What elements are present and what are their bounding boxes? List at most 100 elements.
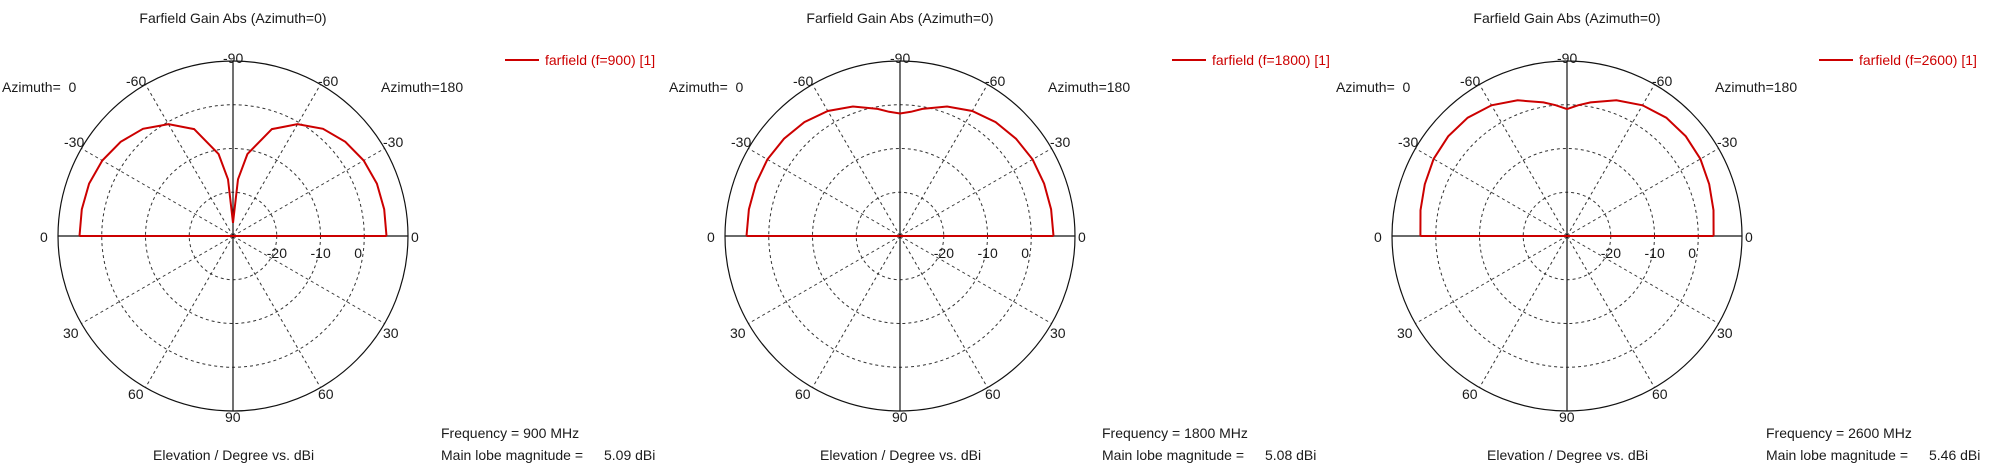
angle-tick-label: 30 bbox=[1397, 325, 1413, 341]
radial-tick-label: 0 bbox=[1021, 245, 1030, 261]
angle-tick-label: 90 bbox=[1559, 409, 1575, 425]
grid-spoke bbox=[899, 84, 988, 237]
azimuth-left-label: Azimuth= 0 bbox=[2, 79, 77, 95]
grid-spoke bbox=[145, 235, 234, 388]
axis-xlabel: Elevation / Degree vs. dBi bbox=[153, 447, 315, 463]
grid-spoke bbox=[1415, 235, 1568, 324]
azimuth-left-label: Azimuth= 0 bbox=[669, 79, 744, 95]
main-lobe-label: Main lobe magnitude = bbox=[1102, 447, 1245, 463]
grid-spoke bbox=[899, 235, 1052, 324]
angle-tick-label: 0 bbox=[40, 229, 48, 245]
grid-spoke bbox=[1566, 84, 1655, 237]
legend-label: farfield (f=2600) [1] bbox=[1859, 52, 1977, 68]
angle-tick-label: 30 bbox=[63, 325, 79, 341]
legend-entry: farfield (f=900) [1] bbox=[505, 52, 655, 68]
polar-chart-2: Farfield Gain Abs (Azimuth=0) Azimuth= 0 A… bbox=[667, 0, 1334, 472]
grid-spoke bbox=[1415, 148, 1568, 237]
radial-tick-label: -10 bbox=[310, 245, 331, 261]
angle-tick-label: -60 bbox=[1652, 73, 1673, 89]
polar-plot-area bbox=[1391, 60, 1743, 412]
grid-spoke bbox=[1479, 235, 1568, 388]
main-lobe-value: 5.09 dBi bbox=[604, 447, 656, 463]
grid-spoke bbox=[899, 235, 988, 388]
grid-spoke bbox=[899, 148, 1052, 237]
radial-tick-label: 0 bbox=[1688, 245, 1697, 261]
azimuth-right-label: Azimuth=180 bbox=[1048, 79, 1131, 95]
radial-tick-label: -20 bbox=[933, 245, 954, 261]
grid-spoke bbox=[1566, 235, 1719, 324]
angle-tick-label: 0 bbox=[1078, 229, 1086, 245]
angle-tick-label: 90 bbox=[892, 409, 908, 425]
angle-tick-label: -90 bbox=[1557, 50, 1578, 66]
angle-tick-label: 60 bbox=[985, 386, 1001, 402]
azimuth-left-label: Azimuth= 0 bbox=[1336, 79, 1411, 95]
radial-tick-label: -10 bbox=[977, 245, 998, 261]
angle-tick-label: 30 bbox=[730, 325, 746, 341]
radial-tick-label: -10 bbox=[1644, 245, 1665, 261]
legend-label: farfield (f=900) [1] bbox=[545, 52, 656, 68]
chart-title: Farfield Gain Abs (Azimuth=0) bbox=[139, 10, 327, 26]
angle-tick-label: 60 bbox=[128, 386, 144, 402]
legend-label: farfield (f=1800) [1] bbox=[1212, 52, 1330, 68]
frequency-label: Frequency = 900 MHz bbox=[441, 425, 580, 441]
legend-entry: farfield (f=1800) [1] bbox=[1172, 52, 1330, 68]
angle-tick-label: 60 bbox=[795, 386, 811, 402]
angle-tick-label: 60 bbox=[318, 386, 334, 402]
chart-title: Farfield Gain Abs (Azimuth=0) bbox=[1473, 10, 1661, 26]
legend-entry: farfield (f=2600) [1] bbox=[1819, 52, 1977, 68]
radial-tick-label: -20 bbox=[266, 245, 287, 261]
frequency-label: Frequency = 2600 MHz bbox=[1766, 425, 1912, 441]
angle-tick-label: -30 bbox=[1717, 134, 1738, 150]
angle-tick-label: 30 bbox=[383, 325, 399, 341]
series-line bbox=[78, 123, 388, 237]
legend-swatch bbox=[505, 59, 539, 61]
grid-spoke bbox=[1479, 84, 1568, 237]
angle-tick-label: -60 bbox=[126, 73, 147, 89]
angle-tick-label: -60 bbox=[318, 73, 339, 89]
main-lobe-label: Main lobe magnitude = bbox=[1766, 447, 1909, 463]
azimuth-right-label: Azimuth=180 bbox=[1715, 79, 1798, 95]
grid-spoke bbox=[232, 235, 385, 324]
series-line bbox=[1419, 99, 1715, 237]
polar-plot-area bbox=[724, 60, 1076, 412]
polar-chart-1: Farfield Gain Abs (Azimuth=0) Azimuth= 0 A… bbox=[0, 0, 667, 472]
grid-spoke bbox=[748, 148, 901, 237]
grid-spoke bbox=[81, 235, 234, 324]
grid-spoke bbox=[145, 84, 234, 237]
grid-spoke bbox=[1566, 235, 1655, 388]
grid-spoke bbox=[81, 148, 234, 237]
angle-tick-label: -60 bbox=[1460, 73, 1481, 89]
angle-tick-label: -60 bbox=[985, 73, 1006, 89]
grid-spoke bbox=[1566, 148, 1719, 237]
grid-spoke bbox=[232, 235, 321, 388]
angle-tick-label: -30 bbox=[1050, 134, 1071, 150]
angle-tick-label: 60 bbox=[1652, 386, 1668, 402]
angle-tick-label: -90 bbox=[223, 50, 244, 66]
polar-chart-3: Farfield Gain Abs (Azimuth=0) Azimuth= 0 A… bbox=[1334, 0, 2000, 472]
angle-tick-label: -30 bbox=[1398, 134, 1419, 150]
angle-tick-label: 30 bbox=[1050, 325, 1066, 341]
angle-tick-label: -90 bbox=[890, 50, 911, 66]
polar-plot-area bbox=[57, 60, 409, 412]
grid-spoke bbox=[812, 84, 901, 237]
grid-spoke bbox=[812, 235, 901, 388]
legend-swatch bbox=[1819, 59, 1853, 61]
axis-xlabel: Elevation / Degree vs. dBi bbox=[1487, 447, 1649, 463]
series-line bbox=[745, 105, 1055, 237]
main-lobe-label: Main lobe magnitude = bbox=[441, 447, 584, 463]
frequency-label: Frequency = 1800 MHz bbox=[1102, 425, 1248, 441]
grid-spoke bbox=[232, 148, 385, 237]
radial-tick-label: -20 bbox=[1600, 245, 1621, 261]
radial-tick-label: 0 bbox=[354, 245, 363, 261]
angle-tick-label: -60 bbox=[793, 73, 814, 89]
angle-tick-label: 0 bbox=[411, 229, 419, 245]
angle-tick-label: 0 bbox=[1374, 229, 1382, 245]
angle-tick-label: -30 bbox=[731, 134, 752, 150]
angle-tick-label: 0 bbox=[1745, 229, 1753, 245]
azimuth-right-label: Azimuth=180 bbox=[381, 79, 464, 95]
legend-swatch bbox=[1172, 59, 1206, 61]
axis-xlabel: Elevation / Degree vs. dBi bbox=[820, 447, 982, 463]
main-lobe-value: 5.08 dBi bbox=[1265, 447, 1317, 463]
angle-tick-label: 0 bbox=[707, 229, 715, 245]
